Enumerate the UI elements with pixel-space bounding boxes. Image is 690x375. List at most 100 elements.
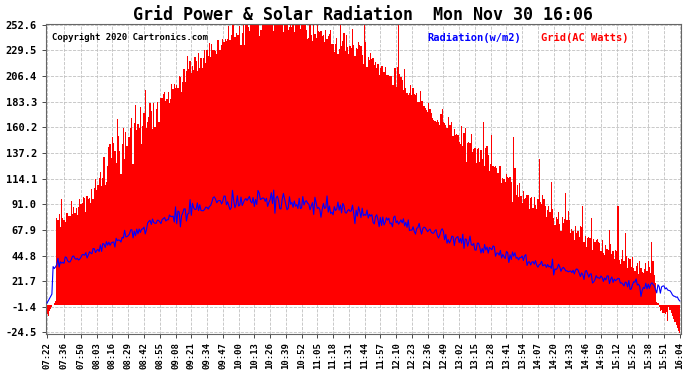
Bar <box>315 38 317 305</box>
Bar <box>313 24 315 305</box>
Bar <box>450 125 451 305</box>
Bar <box>222 39 224 305</box>
Bar <box>146 128 147 305</box>
Bar <box>371 59 373 305</box>
Bar <box>410 85 411 305</box>
Bar <box>446 128 448 305</box>
Bar <box>376 68 377 305</box>
Bar <box>511 182 512 305</box>
Bar <box>209 43 210 305</box>
Bar <box>435 122 437 305</box>
Bar <box>495 166 496 305</box>
Bar <box>304 22 306 305</box>
Bar <box>221 45 222 305</box>
Bar <box>291 27 293 305</box>
Bar <box>676 305 677 325</box>
Bar <box>531 197 533 305</box>
Bar <box>187 56 188 305</box>
Bar <box>602 240 603 305</box>
Bar <box>232 22 233 305</box>
Bar <box>651 242 653 305</box>
Bar <box>349 46 351 305</box>
Bar <box>604 255 605 305</box>
Bar <box>645 263 647 305</box>
Bar <box>616 251 618 305</box>
Bar <box>566 220 568 305</box>
Bar <box>638 274 639 305</box>
Bar <box>230 34 232 305</box>
Bar <box>358 42 359 305</box>
Bar <box>368 57 369 305</box>
Bar <box>289 27 290 305</box>
Bar <box>518 197 519 305</box>
Bar <box>480 150 482 305</box>
Bar <box>163 94 164 305</box>
Bar <box>90 203 91 305</box>
Bar <box>679 305 680 333</box>
Bar <box>637 263 638 305</box>
Bar <box>131 118 132 305</box>
Bar <box>635 266 637 305</box>
Bar <box>551 182 552 305</box>
Bar <box>542 195 544 305</box>
Bar <box>73 207 75 305</box>
Bar <box>559 224 560 305</box>
Bar <box>535 205 536 305</box>
Bar <box>666 305 667 312</box>
Bar <box>533 197 535 305</box>
Bar <box>471 134 472 305</box>
Bar <box>106 182 107 305</box>
Bar <box>72 214 73 305</box>
Bar <box>246 23 248 305</box>
Bar <box>353 45 354 305</box>
Bar <box>504 182 506 305</box>
Bar <box>678 305 679 331</box>
Bar <box>323 35 324 305</box>
Bar <box>227 39 228 305</box>
Bar <box>49 305 50 311</box>
Bar <box>259 30 261 305</box>
Bar <box>404 69 405 305</box>
Bar <box>60 227 61 305</box>
Bar <box>520 196 522 305</box>
Bar <box>568 211 569 305</box>
Bar <box>546 217 547 305</box>
Bar <box>576 233 578 305</box>
Bar <box>530 198 531 305</box>
Bar <box>306 30 307 305</box>
Bar <box>573 240 575 305</box>
Bar <box>200 58 201 305</box>
Bar <box>159 122 160 305</box>
Bar <box>661 305 662 310</box>
Bar <box>529 209 530 305</box>
Bar <box>377 64 379 305</box>
Bar <box>226 41 227 305</box>
Bar <box>671 305 672 314</box>
Bar <box>605 244 607 305</box>
Bar <box>440 114 442 305</box>
Bar <box>564 219 565 305</box>
Bar <box>597 239 598 305</box>
Bar <box>394 68 395 305</box>
Bar <box>101 186 102 305</box>
Bar <box>120 174 121 305</box>
Text: Grid(AC Watts): Grid(AC Watts) <box>541 33 629 43</box>
Bar <box>208 56 209 305</box>
Bar <box>437 120 438 305</box>
Bar <box>380 68 381 305</box>
Bar <box>658 305 660 307</box>
Bar <box>55 301 56 305</box>
Bar <box>135 105 136 305</box>
Bar <box>245 22 246 305</box>
Bar <box>297 16 299 305</box>
Bar <box>61 200 62 305</box>
Bar <box>420 92 421 305</box>
Bar <box>373 58 374 305</box>
Bar <box>438 122 439 305</box>
Bar <box>284 25 285 305</box>
Bar <box>216 54 217 305</box>
Bar <box>457 135 459 305</box>
Bar <box>211 44 213 305</box>
Bar <box>113 143 115 305</box>
Bar <box>426 110 427 305</box>
